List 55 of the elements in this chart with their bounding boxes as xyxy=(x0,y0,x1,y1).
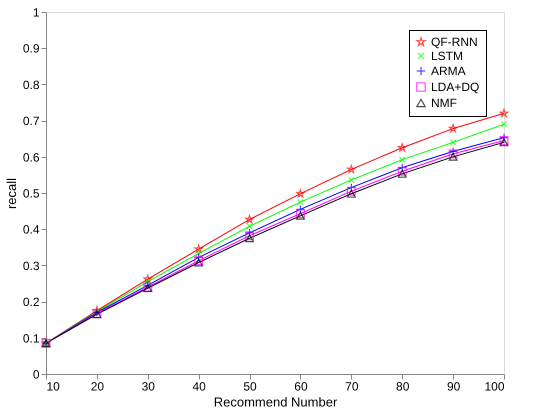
point xyxy=(398,156,406,164)
point xyxy=(245,214,254,224)
y-tick-label: 1 xyxy=(32,6,40,20)
point xyxy=(195,250,202,257)
x-tick-label: 60 xyxy=(294,380,308,394)
y-tick-label: 0.5 xyxy=(22,186,40,200)
y-axis-title: recall xyxy=(4,178,19,210)
y-tick-label: 0.2 xyxy=(22,295,40,310)
point xyxy=(398,143,407,152)
point xyxy=(450,139,456,146)
x-tick-label: 10 xyxy=(46,380,60,394)
point xyxy=(245,234,254,242)
x-tick-label: 50 xyxy=(243,380,258,394)
point xyxy=(500,108,508,118)
point xyxy=(296,204,305,214)
point xyxy=(297,198,304,206)
point xyxy=(448,146,458,156)
point xyxy=(500,133,508,142)
y-tick-label: 0.8 xyxy=(22,78,40,92)
point xyxy=(246,222,253,230)
legend-label: ARMA xyxy=(431,64,466,78)
x-axis-title: Recommend Number xyxy=(214,394,338,410)
point xyxy=(346,186,356,196)
x-tick-label: 90 xyxy=(446,380,461,394)
legend-label: NMF xyxy=(431,96,457,110)
point xyxy=(500,120,508,128)
y-tick-label: 0.6 xyxy=(22,150,40,164)
x-tick-label: 80 xyxy=(396,380,410,394)
y-tick-label: 0.4 xyxy=(22,222,40,237)
point xyxy=(296,189,305,198)
point xyxy=(398,163,407,172)
x-tick-label: 40 xyxy=(192,380,206,394)
x-tick-label: 30 xyxy=(142,380,156,394)
x-tick-label: 20 xyxy=(90,380,104,394)
legend-label: LDA+DQ xyxy=(431,80,480,94)
y-tick-label: 0.1 xyxy=(22,331,40,346)
point xyxy=(194,258,204,266)
point xyxy=(245,231,254,240)
point xyxy=(296,212,305,220)
x-tick-label: 70 xyxy=(345,380,359,394)
x-tick-label: 100 xyxy=(484,380,505,394)
point xyxy=(398,170,407,178)
legend-label: LSTM xyxy=(431,49,464,63)
legend-label: QF-RNN xyxy=(431,35,478,49)
y-tick-label: 0.9 xyxy=(22,42,40,56)
point xyxy=(448,152,458,161)
y-tick-label: 0 xyxy=(32,368,40,382)
point xyxy=(346,190,356,198)
y-tick-label: 0.7 xyxy=(22,114,40,128)
point xyxy=(448,149,458,158)
point xyxy=(143,274,152,283)
y-tick-label: 0.3 xyxy=(22,258,40,273)
point xyxy=(348,176,355,184)
point xyxy=(398,166,407,176)
point xyxy=(194,252,204,262)
